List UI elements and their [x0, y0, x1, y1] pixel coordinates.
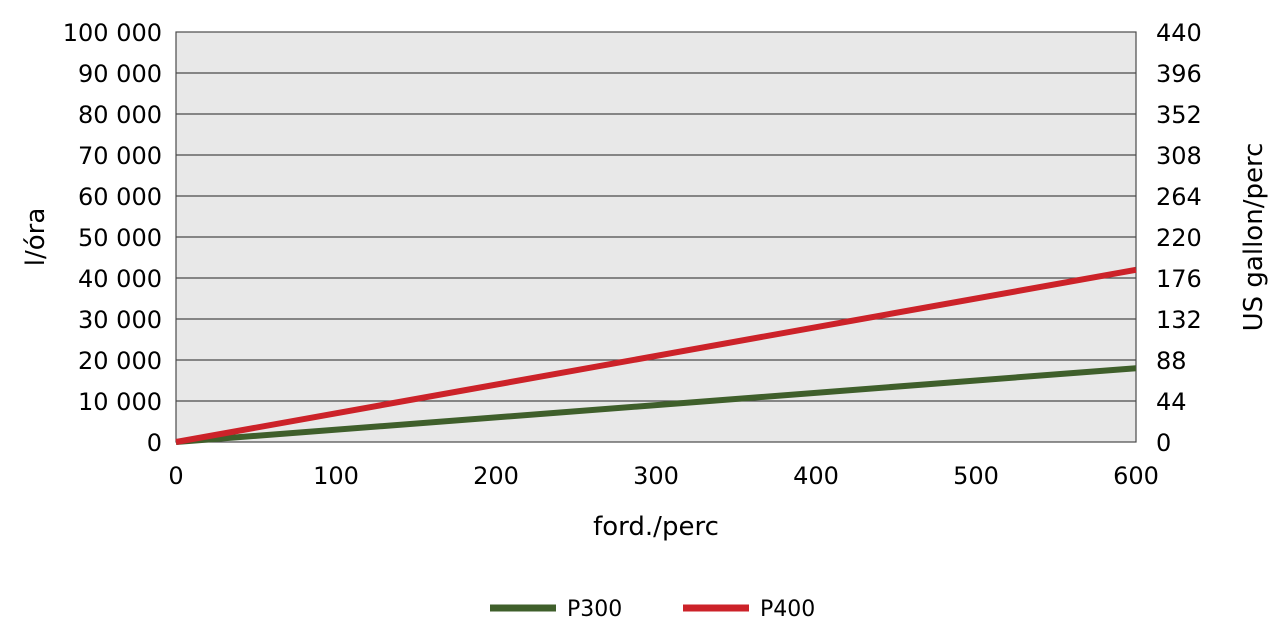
- y-tick-label: 20 000: [78, 347, 162, 375]
- y2-tick-label: 176: [1156, 265, 1202, 293]
- y-tick-label: 60 000: [78, 183, 162, 211]
- x-axis-label: ford./perc: [593, 512, 719, 542]
- x-tick-label: 100: [313, 462, 359, 490]
- y-axis-label: l/óra: [21, 208, 51, 267]
- y2-tick-label: 44: [1156, 388, 1187, 416]
- x-tick-label: 200: [473, 462, 519, 490]
- y-axis-right-ticks: 0 44 88 132 176 220 264 308 352 396 440: [1156, 19, 1202, 457]
- x-tick-label: 400: [793, 462, 839, 490]
- y2-tick-label: 440: [1156, 19, 1202, 47]
- y2-tick-label: 308: [1156, 142, 1202, 170]
- y-tick-label: 80 000: [78, 101, 162, 129]
- y2-tick-label: 396: [1156, 60, 1202, 88]
- y2-tick-label: 220: [1156, 224, 1202, 252]
- y-axis-left-ticks: 0 10 000 20 000 30 000 40 000 50 000 60 000 70 …: [63, 19, 162, 457]
- series-lines: [175, 266, 1137, 445]
- y-tick-label: 30 000: [78, 306, 162, 334]
- legend: P300 P400: [490, 597, 815, 622]
- gridlines: [176, 72, 1136, 402]
- y2-tick-label: 0: [1156, 429, 1171, 457]
- series-line-p300: [175, 365, 1137, 445]
- y2-tick-label: 132: [1156, 306, 1202, 334]
- y-tick-label: 10 000: [78, 388, 162, 416]
- y-tick-label: 40 000: [78, 265, 162, 293]
- x-tick-label: 300: [633, 462, 679, 490]
- x-tick-label: 600: [1113, 462, 1159, 490]
- y-tick-label: 90 000: [78, 60, 162, 88]
- y2-tick-label: 352: [1156, 101, 1202, 129]
- y-tick-label: 0: [147, 429, 162, 457]
- y-tick-label: 50 000: [78, 224, 162, 252]
- x-tick-label: 0: [168, 462, 183, 490]
- legend-label-p300: P300: [567, 597, 622, 622]
- y-tick-label: 100 000: [63, 19, 162, 47]
- y2-tick-label: 264: [1156, 183, 1202, 211]
- x-axis-ticks: 0 100 200 300 400 500 600: [168, 462, 1159, 490]
- series-line-p400: [175, 266, 1137, 445]
- x-tick-label: 500: [953, 462, 999, 490]
- y-tick-label: 70 000: [78, 142, 162, 170]
- y2-tick-label: 88: [1156, 347, 1187, 375]
- y2-axis-label: US gallon/perc: [1239, 143, 1269, 332]
- legend-label-p400: P400: [760, 597, 815, 622]
